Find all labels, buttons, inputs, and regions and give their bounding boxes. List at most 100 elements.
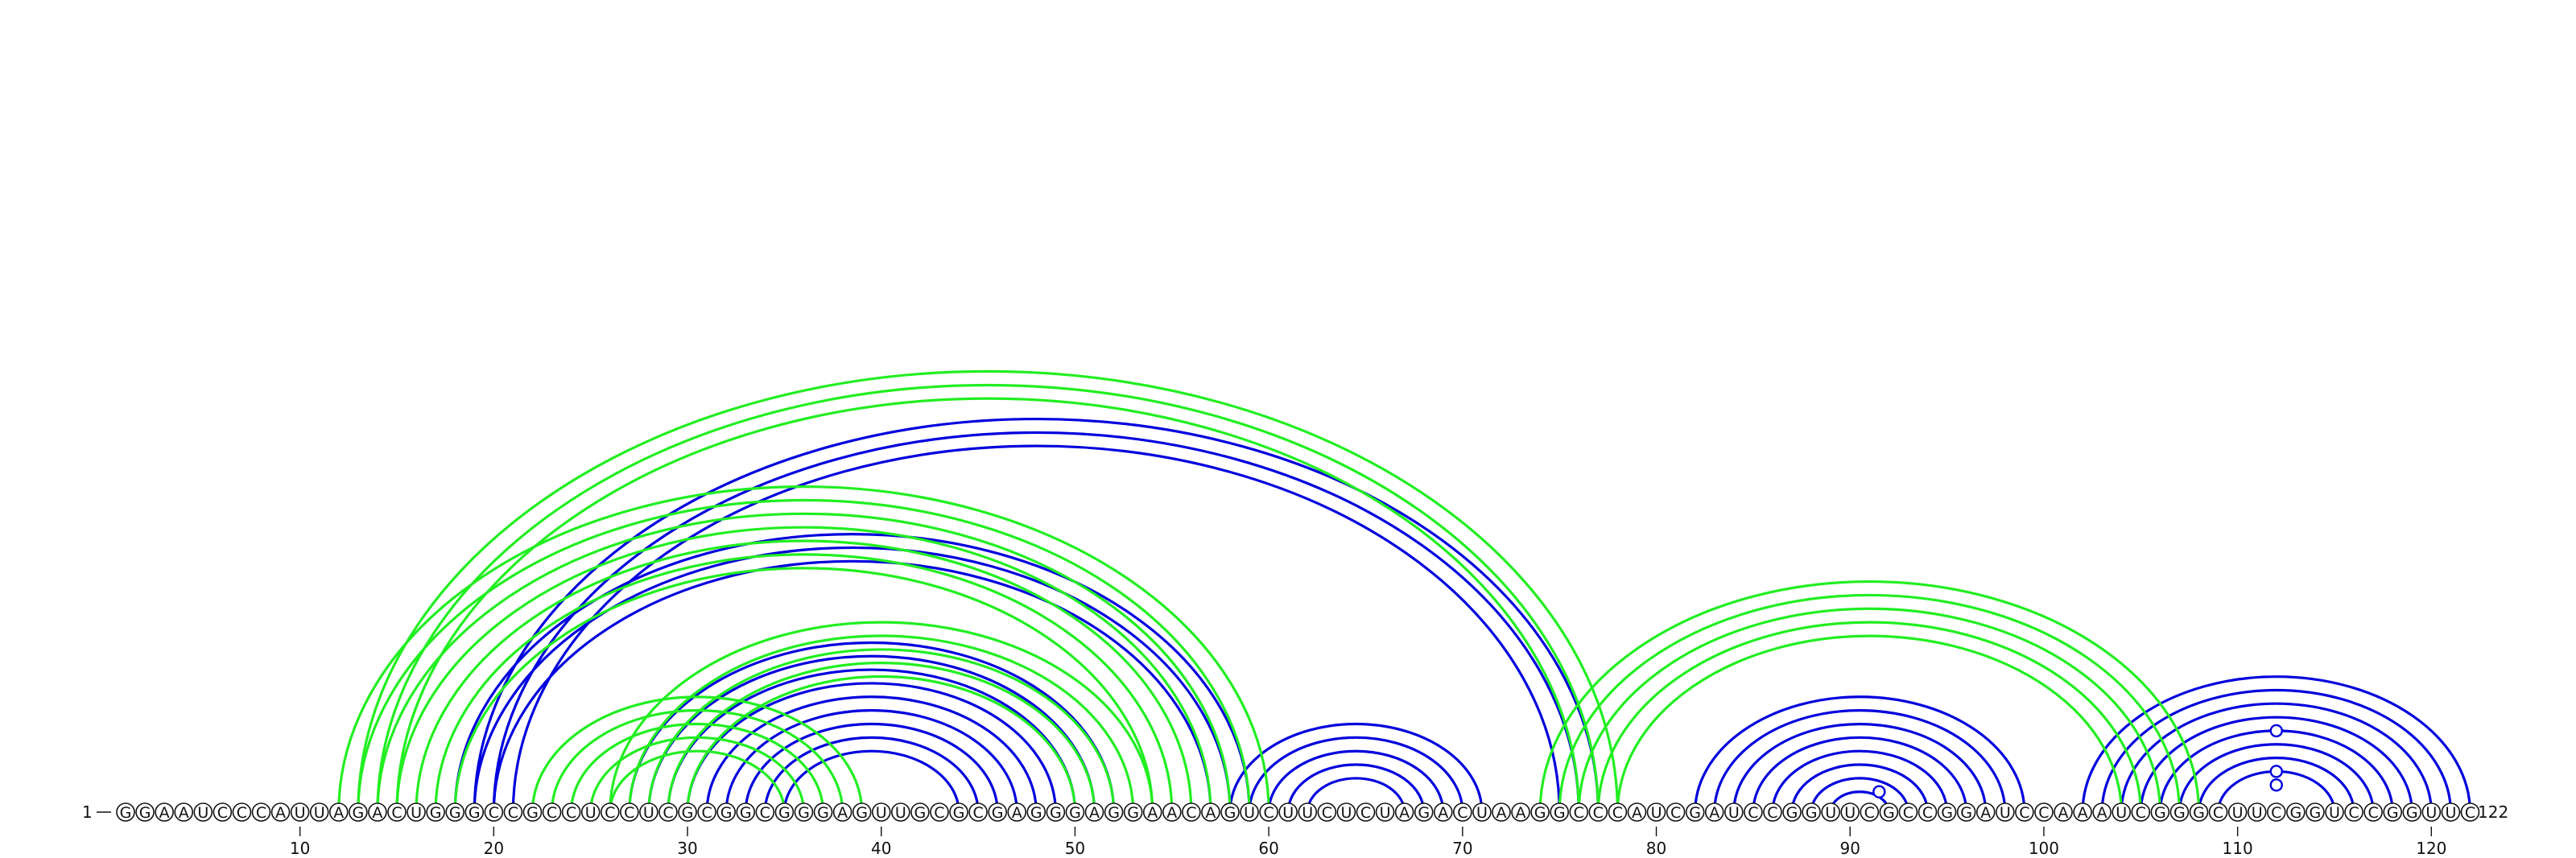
nucleotide-107: G <box>2169 802 2190 822</box>
nucleotide-43: C <box>930 802 949 822</box>
tick-label-60: 60 <box>1258 839 1278 858</box>
nucleotide-30: G <box>678 802 697 822</box>
nucleotide-circle <box>251 802 271 822</box>
nucleotide-83: A <box>1704 802 1724 822</box>
nucleotide-112: C <box>2266 802 2286 822</box>
ring-marker-2 <box>2269 778 2283 792</box>
nucleotide-letter: C <box>972 804 983 822</box>
nucleotide-letter: G <box>2406 804 2418 822</box>
arc-green-26-35 <box>609 749 786 813</box>
nucleotide-letter: G <box>352 804 364 822</box>
nucleotide-letter: G <box>1554 804 1566 822</box>
nucleotide-circle <box>328 802 349 822</box>
nucleotide-circle <box>542 802 562 822</box>
nucleotide-88: G <box>1802 802 1821 822</box>
nucleotide-61: U <box>1278 802 1298 822</box>
nucleotide-52: G <box>1104 802 1124 822</box>
nucleotide-letter: U <box>2000 804 2011 822</box>
nucleotide-circle <box>871 802 891 822</box>
nucleotide-circle <box>1142 802 1162 822</box>
nucleotide-letter: C <box>605 804 615 822</box>
nucleotide-circle <box>1182 802 1201 822</box>
nucleotide-39: G <box>852 802 872 822</box>
nucleotide-46: G <box>988 802 1007 822</box>
nucleotide-1: G <box>116 802 135 822</box>
nucleotide-circle <box>135 802 155 822</box>
tick-label-90: 90 <box>1840 839 1860 858</box>
nucleotide-circle <box>1782 802 1802 822</box>
nucleotide-letter: C <box>701 804 712 822</box>
arc-blue-19-58 <box>473 546 1232 813</box>
nucleotide-letter: C <box>2213 804 2223 822</box>
arc-green-74-108 <box>1538 580 2201 813</box>
nucleotide-letter: C <box>256 804 266 822</box>
nucleotide-95: G <box>1937 802 1957 822</box>
nucleotide-18: G <box>445 802 464 822</box>
arc-blue-20-76 <box>492 431 1580 813</box>
tick-label-40: 40 <box>871 839 891 858</box>
nucleotide-5: U <box>193 802 213 822</box>
tick-label-110: 110 <box>2223 839 2253 858</box>
nucleotide-circle <box>270 802 291 822</box>
nucleotide-letter: U <box>585 804 597 822</box>
nucleotide-26: C <box>600 802 620 822</box>
arc-green-15-57 <box>395 526 1212 813</box>
nucleotide-letter: G <box>120 804 132 822</box>
arc-blue-18-59 <box>453 532 1251 813</box>
nucleotide-circle <box>232 802 252 822</box>
nucleotide-7: C <box>232 802 252 822</box>
nucleotide-55: A <box>1162 802 1182 822</box>
arc-blue-107-117 <box>2178 743 2375 813</box>
nucleotide-circle <box>484 802 504 822</box>
ring-marker-4 <box>2269 724 2283 738</box>
nucleotide-48: G <box>1026 802 1046 822</box>
nucleotide-letter: G <box>1030 804 1042 822</box>
arc-blue-62-67 <box>1306 777 1406 813</box>
nucleotide-77: C <box>1588 802 1608 822</box>
nucleotide-circle <box>2034 802 2054 822</box>
nucleotide-38: A <box>832 802 852 822</box>
nucleotide-101: A <box>2054 802 2073 822</box>
nucleotide-letter: A <box>1980 804 1991 822</box>
nucleotide-letter: U <box>411 804 422 822</box>
nucleotide-letter: G <box>526 804 539 822</box>
nucleotide-57: A <box>1201 802 1220 822</box>
nucleotide-letter: G <box>1069 804 1081 822</box>
nucleotide-6: C <box>213 802 233 822</box>
nucleotide-letter: G <box>682 804 694 822</box>
nucleotide-circle <box>1550 802 1569 822</box>
tick-label-80: 80 <box>1646 839 1666 858</box>
nucleotide-circle <box>1007 802 1027 822</box>
nucleotide-67: A <box>1394 802 1414 822</box>
arc-green-14-58 <box>376 512 1232 813</box>
nucleotide-circle <box>813 802 833 822</box>
nucleotide-33: G <box>736 802 756 822</box>
nucleotide-letter: U <box>2116 804 2127 822</box>
nucleotide-circle <box>2169 802 2190 822</box>
arc-blue-59-70 <box>1248 736 1464 813</box>
nucleotide-letter: C <box>2348 804 2359 822</box>
nucleotide-circle <box>1472 802 1492 822</box>
nucleotide-22: G <box>522 802 543 822</box>
nucleotide-circle <box>1918 802 1938 822</box>
arc-blue-86-95 <box>1771 749 1949 813</box>
nucleotide-letter: A <box>333 804 344 822</box>
nucleotide-23: C <box>542 802 562 822</box>
nucleotide-circle <box>1123 802 1143 822</box>
nucleotide-letter: A <box>1166 804 1177 822</box>
nucleotide-circle <box>1298 802 1318 822</box>
nucleotide-letter: G <box>1960 804 1972 822</box>
nucleotide-75: G <box>1550 802 1569 822</box>
nucleotide-circle <box>2208 802 2228 822</box>
nucleotide-25: U <box>580 802 601 822</box>
nucleotide-13: G <box>349 802 368 822</box>
nucleotide-111: U <box>2247 802 2267 822</box>
nucleotide-circle <box>1685 802 1705 822</box>
nucleotide-80: U <box>1646 802 1666 822</box>
arc-green-29-51 <box>667 662 1096 813</box>
arc-green-26-54 <box>609 621 1154 813</box>
nucleotide-letter: U <box>1380 804 1391 822</box>
nucleotide-102: A <box>2073 802 2092 822</box>
arc-green-75-107 <box>1558 593 2182 813</box>
